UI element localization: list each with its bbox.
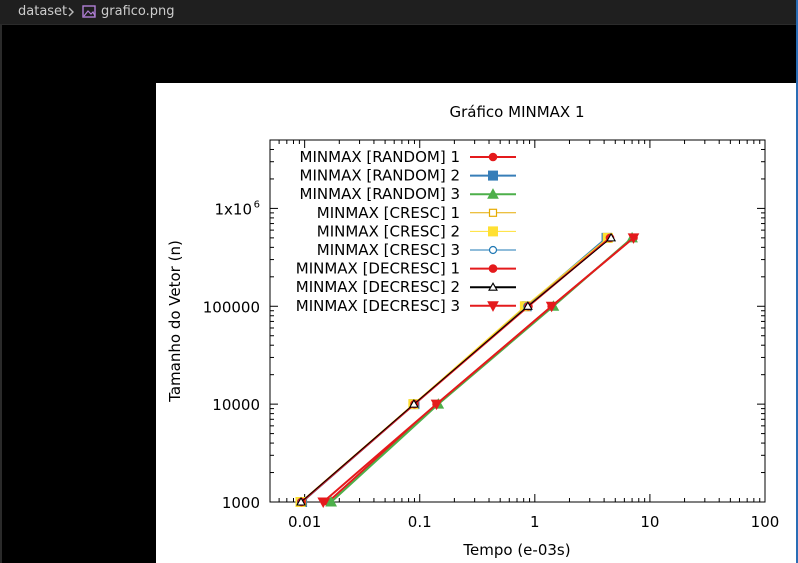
series-8 [296,232,617,506]
y-tick-label: 100000 [203,298,260,316]
data-point [317,497,330,509]
editor-left-border [0,24,2,563]
legend-marker [488,226,498,237]
data-point [522,301,533,310]
legend-label: MINMAX [RANDOM] 2 [300,167,460,185]
legend-label: MINMAX [CRESC] 1 [317,204,460,222]
chart: Gráfico MINMAX 1 0.01 0.1 1 10 100 1000 10000 10… [166,103,780,559]
series-line [322,237,635,503]
legend-label: MINMAX [DECRESC] 1 [296,260,460,278]
legend-label: MINMAX [RANDOM] 1 [300,148,460,166]
breadcrumb-folder[interactable]: dataset [18,4,68,19]
chevron-right-icon [68,7,74,17]
y-tick-label: 1x10 [214,200,252,218]
data-point [606,232,617,242]
legend-label: MINMAX [CRESC] 3 [317,241,460,259]
x-tick-label: 10 [640,513,659,531]
breadcrumb-file[interactable]: grafico.png [101,4,175,19]
legend-marker [487,301,499,312]
series-line [300,237,612,503]
image-file-icon [82,5,96,18]
x-axis-label: Tempo (e-03s) [462,541,570,559]
editor-right-border [796,0,798,563]
legend-label: MINMAX [CRESC] 2 [317,222,460,240]
legend-label: MINMAX [DECRESC] 2 [296,278,460,296]
legend-marker [487,188,499,199]
y-tick-label: 10000 [212,396,260,414]
series-9 [317,233,640,509]
x-tick-label: 100 [751,513,780,531]
y-tick-label: 1000 [222,494,260,512]
data-point [325,495,338,507]
legend-marker [488,264,498,273]
data-point [408,399,419,408]
data-point [296,496,306,506]
legend-marker [488,152,498,162]
image-preview: Gráfico MINMAX 1 0.01 0.1 1 10 100 1000 10000 10… [156,83,796,563]
breadcrumb: dataset grafico.png [0,0,798,25]
legend-marker [488,245,498,255]
x-tick-label: 0.1 [408,513,432,531]
x-tick-label: 1 [530,513,540,531]
x-tick-label: 0.01 [288,513,321,531]
data-point [430,399,443,411]
y-tick-label-exponent: 6 [254,199,260,210]
chart-title: Gráfico MINMAX 1 [450,103,585,121]
legend-marker [488,208,498,217]
data-point [627,233,640,244]
legend-label: MINMAX [DECRESC] 3 [296,297,460,315]
data-point [545,301,558,313]
y-axis-label: Tamanho do Vetor (n) [166,240,184,403]
legend-marker [488,282,498,291]
legend-marker [488,170,498,181]
legend-label: MINMAX [RANDOM] 3 [300,185,460,203]
